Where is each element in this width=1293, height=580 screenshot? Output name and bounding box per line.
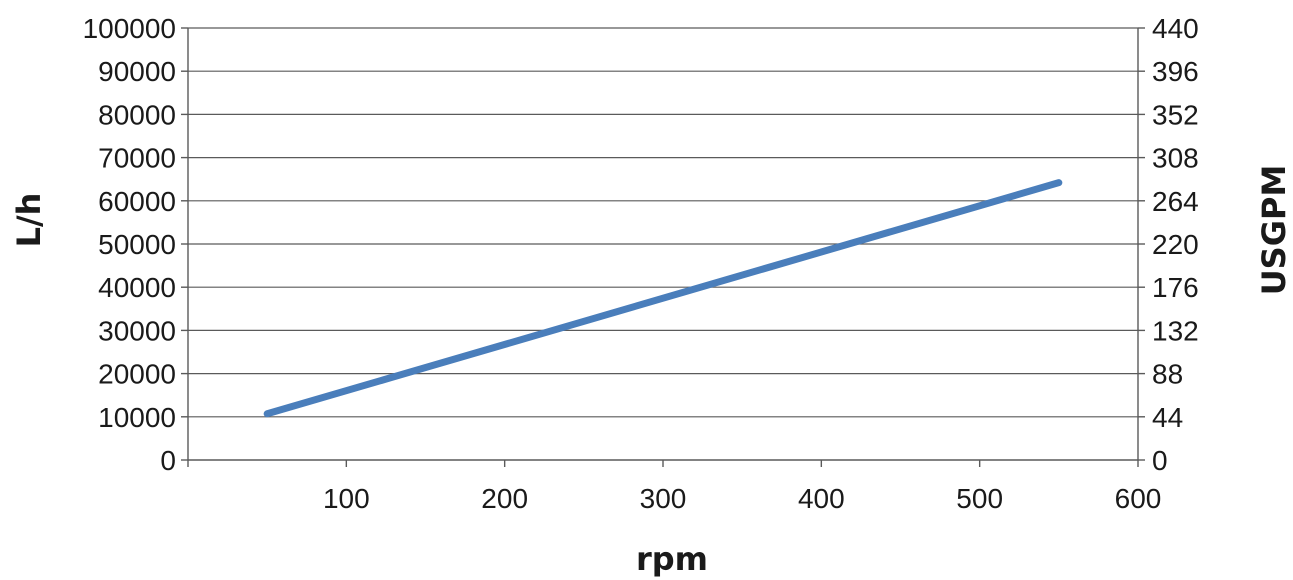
y2-tick-label: 220 [1152, 229, 1199, 260]
y-tick-label: 0 [160, 445, 176, 476]
y-tick-label: 10000 [98, 402, 176, 433]
x-tick-label: 100 [323, 483, 370, 514]
y2-axis-title: USGPM [1255, 165, 1293, 296]
y2-tick-label: 176 [1152, 272, 1199, 303]
y2-tick-label: 0 [1152, 445, 1168, 476]
y2-tick-label: 308 [1152, 143, 1199, 174]
y2-tick-label: 352 [1152, 99, 1199, 130]
x-tick-label: 500 [956, 483, 1003, 514]
x-tick-label: 400 [798, 483, 845, 514]
x-tick-label: 300 [640, 483, 687, 514]
y-tick-label: 40000 [98, 272, 176, 303]
y-axis-title: L/h [10, 193, 48, 248]
y-tick-label: 90000 [98, 56, 176, 87]
y2-tick-label: 132 [1152, 315, 1199, 346]
y-tick-label: 30000 [98, 315, 176, 346]
x-tick-label: 600 [1115, 483, 1162, 514]
y-tick-label: 80000 [98, 99, 176, 130]
y-tick-label: 60000 [98, 186, 176, 217]
y2-tick-label: 396 [1152, 56, 1199, 87]
y-tick-label: 20000 [98, 359, 176, 390]
x-tick-label: 200 [481, 483, 528, 514]
series-line [263, 179, 1063, 418]
x-axis-title: rpm [636, 540, 708, 578]
axes [181, 27, 1145, 467]
y2-tick-label: 88 [1152, 359, 1183, 390]
y2-tick-label: 440 [1152, 13, 1199, 44]
grid-lines [188, 27, 1138, 418]
y-tick-label: 100000 [83, 13, 176, 44]
y2-tick-label: 44 [1152, 402, 1183, 433]
series [263, 179, 1063, 418]
y-tick-label: 50000 [98, 229, 176, 260]
y2-tick-label: 264 [1152, 186, 1199, 217]
y-tick-label: 70000 [98, 143, 176, 174]
tick-labels: 0 0 10000 44 20000 88 30000 132 40000 176 50000 220… [83, 13, 1199, 514]
